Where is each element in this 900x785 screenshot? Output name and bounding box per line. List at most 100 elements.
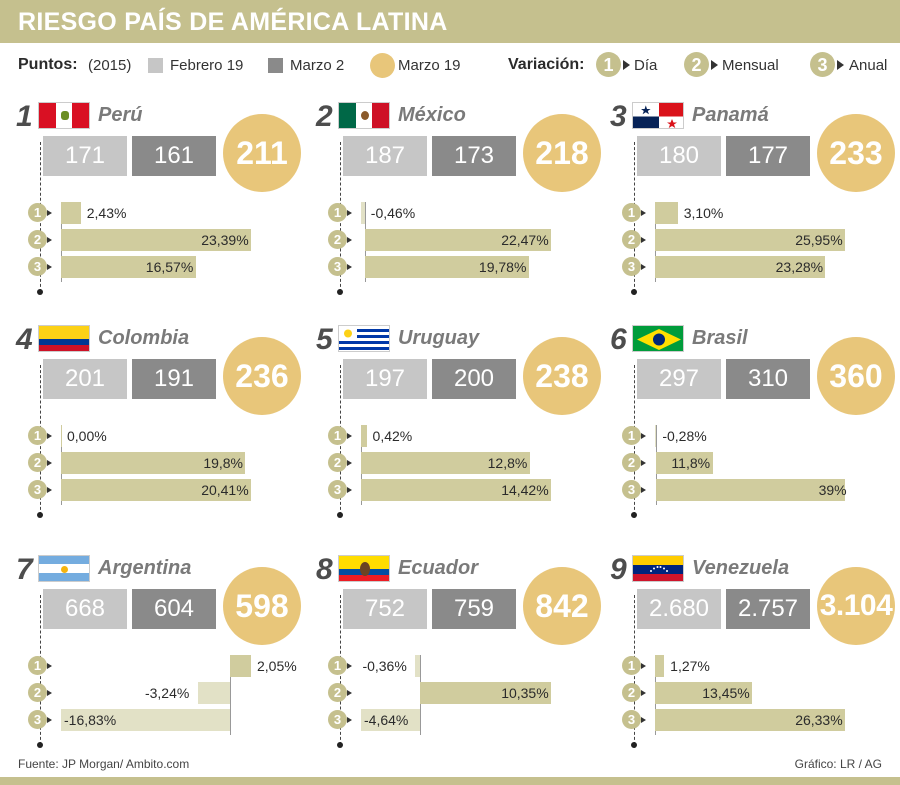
variation-bar xyxy=(364,256,529,278)
variation-number: 3 xyxy=(328,480,347,499)
variation-number: 2 xyxy=(28,453,47,472)
variation-number: 3 xyxy=(622,480,641,499)
bottom-bar xyxy=(0,777,900,785)
value-marzo-19: 218 xyxy=(523,114,601,192)
variation-number: 1 xyxy=(28,203,47,222)
arrow-right-icon xyxy=(347,237,352,243)
variation-bar xyxy=(361,479,551,501)
arrow-right-icon xyxy=(641,237,646,243)
arrow-right-icon xyxy=(347,210,352,216)
country-panel: 6 Brasil 297 310 360 1 -0,28% 2 11,8% 3 39% xyxy=(610,323,900,523)
variation-label: 23,28% xyxy=(775,259,824,275)
value-febrero-19: 197 xyxy=(343,359,427,399)
variation-label: 2,05% xyxy=(257,658,297,674)
country-panel: 7 Argentina 668 604 598 1 2,05% 2 -3,24% 3 -16,83% xyxy=(16,553,306,753)
arrow-right-icon xyxy=(347,717,352,723)
variation-label: 2,43% xyxy=(86,205,127,221)
arrow-right-icon xyxy=(641,487,646,493)
arrow-right-icon xyxy=(47,663,52,669)
value-febrero-19: 180 xyxy=(637,136,721,176)
value-marzo-2: 177 xyxy=(726,136,810,176)
country-name: Ecuador xyxy=(398,557,479,579)
variation-bar xyxy=(656,479,845,501)
legend-swatch-marzo2 xyxy=(268,58,283,73)
variation-label: 26,33% xyxy=(795,712,843,728)
legend-year: (2015) xyxy=(88,57,132,74)
arrow-right-icon xyxy=(347,460,352,466)
title-bar: RIESGO PAÍS DE AMÉRICA LATINA xyxy=(0,0,900,43)
variation-label: 1,27% xyxy=(670,658,710,674)
country-rank: 7 xyxy=(16,553,33,586)
variation-bar xyxy=(655,425,657,447)
legend-var-num-3: 3 xyxy=(810,52,835,77)
variation-bar xyxy=(655,202,678,224)
country-name: Panamá xyxy=(692,104,769,126)
variation-bar xyxy=(655,682,753,704)
country-name: Perú xyxy=(98,104,143,126)
variation-label: 23,39% xyxy=(201,232,249,248)
variation-label: 39% xyxy=(818,482,847,498)
variation-bar xyxy=(361,452,530,474)
arrow-right-icon xyxy=(641,460,646,466)
variation-bar xyxy=(656,452,714,474)
arrow-right-icon xyxy=(641,663,646,669)
variation-number: 1 xyxy=(28,656,47,675)
country-name: México xyxy=(398,104,466,126)
country-panel: 9 Venezuela 2.680 2.757 3.104 1 1,27% 2 13,45% 3 2… xyxy=(610,553,900,753)
arrow-right-icon xyxy=(641,210,646,216)
footer-credit: Gráfico: LR / AG xyxy=(794,757,882,771)
arrow-right-icon xyxy=(347,433,352,439)
axis-end-dot xyxy=(337,742,343,748)
arrow-right-icon xyxy=(47,717,52,723)
legend-var-dia: Día xyxy=(634,57,658,74)
value-febrero-19: 752 xyxy=(343,589,427,629)
variation-number: 1 xyxy=(622,426,641,445)
value-marzo-19: 238 xyxy=(523,337,601,415)
variation-number: 3 xyxy=(328,257,347,276)
variation-number: 3 xyxy=(328,710,347,729)
variation-label: 20,41% xyxy=(201,482,249,498)
variation-bar xyxy=(61,452,246,474)
variation-label: 0,00% xyxy=(67,428,107,444)
axis-end-dot xyxy=(37,512,43,518)
value-marzo-19: 842 xyxy=(523,567,601,645)
value-marzo-2: 191 xyxy=(132,359,216,399)
arrow-right-icon xyxy=(47,237,52,243)
variation-bar xyxy=(61,229,251,251)
country-panel: 1 Perú 171 161 211 1 2,43% 2 23,39% 3 16,57% xyxy=(16,100,306,300)
arrow-right-icon xyxy=(347,690,352,696)
arrow-right-icon xyxy=(47,460,52,466)
legend-swatch-marzo19 xyxy=(370,53,395,78)
variation-label: 14,42% xyxy=(501,482,549,498)
legend-series-febrero: Febrero 19 xyxy=(170,57,244,74)
variation-label: 3,10% xyxy=(683,205,724,221)
value-febrero-19: 668 xyxy=(43,589,127,629)
arrow-right-icon xyxy=(641,717,646,723)
value-marzo-19: 360 xyxy=(817,337,895,415)
arrow-right-icon xyxy=(641,690,646,696)
variation-label: 13,45% xyxy=(702,685,750,701)
variation-number: 2 xyxy=(328,453,347,472)
variation-number: 1 xyxy=(622,656,641,675)
variation-number: 1 xyxy=(28,426,47,445)
variation-label: 25,95% xyxy=(795,232,843,248)
legend-var-anual: Anual xyxy=(849,57,888,74)
variation-number: 3 xyxy=(28,710,47,729)
variation-bar xyxy=(361,425,367,447)
arrow-right-icon xyxy=(837,60,844,70)
country-rank: 5 xyxy=(316,323,333,356)
variation-bar xyxy=(61,479,251,501)
variation-label: -4,64% xyxy=(364,712,409,728)
variation-label: 22,47% xyxy=(501,232,549,248)
variation-bar xyxy=(361,709,420,731)
flag-panama-icon xyxy=(632,102,684,129)
variation-label: 11,8% xyxy=(671,455,711,471)
arrow-right-icon xyxy=(47,433,52,439)
country-rank: 4 xyxy=(16,323,33,356)
flag-venezuela-icon xyxy=(632,555,684,582)
variation-bar xyxy=(415,655,420,677)
variation-number: 3 xyxy=(28,257,47,276)
chart-title: RIESGO PAÍS DE AMÉRICA LATINA xyxy=(18,8,448,36)
variation-number: 1 xyxy=(328,656,347,675)
legend-puntos-label: Puntos: xyxy=(18,56,78,73)
